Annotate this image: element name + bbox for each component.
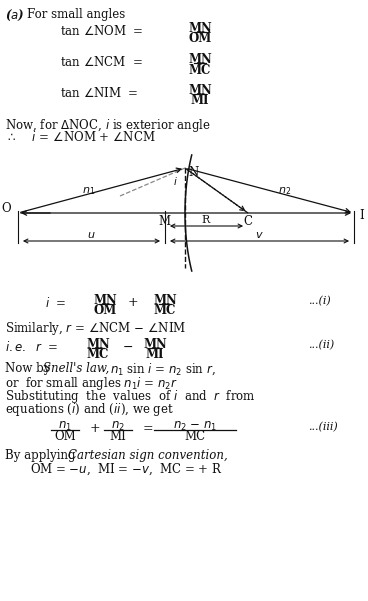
Text: Snell's law,: Snell's law, — [43, 362, 109, 375]
Text: $n_2$ $-$ $n_1$: $n_2$ $-$ $n_1$ — [173, 420, 217, 433]
Text: +: + — [90, 422, 100, 435]
Text: MC: MC — [184, 430, 206, 444]
Text: or  for small angles $n_1 i$ = $n_2 r$: or for small angles $n_1 i$ = $n_2 r$ — [5, 375, 178, 392]
Text: $n_1$ sin $i$ = $n_2$ sin $r$,: $n_1$ sin $i$ = $n_2$ sin $r$, — [110, 362, 216, 377]
Text: $n_1$: $n_1$ — [58, 420, 72, 433]
Text: ($a$): ($a$) — [5, 8, 25, 23]
Text: O: O — [1, 203, 11, 216]
Text: =: = — [143, 422, 153, 435]
Text: Now, for $\Delta$NOC, $i$ is exterior angle: Now, for $\Delta$NOC, $i$ is exterior an… — [5, 117, 211, 134]
Text: $\therefore$    $i$ = $\angle$NOM + $\angle$NCM: $\therefore$ $i$ = $\angle$NOM + $\angle… — [5, 130, 156, 144]
Text: $i$: $i$ — [173, 175, 178, 187]
Text: N: N — [188, 166, 198, 179]
Text: $n_2$: $n_2$ — [278, 185, 291, 197]
Text: tan $\angle$NOM  =: tan $\angle$NOM = — [60, 24, 144, 38]
Text: MN: MN — [188, 84, 212, 97]
Text: R: R — [202, 215, 210, 225]
Text: +: + — [128, 296, 139, 309]
Text: OM: OM — [93, 305, 117, 317]
Text: MC: MC — [154, 305, 176, 317]
Text: $-$: $-$ — [122, 340, 133, 353]
Text: MN: MN — [188, 53, 212, 66]
Text: MN: MN — [86, 338, 110, 351]
Text: For small angles: For small angles — [27, 8, 125, 21]
Text: Substituting  the  values  of $i$  and  $r$  from: Substituting the values of $i$ and $r$ f… — [5, 388, 256, 405]
Text: Cartesian sign convention,: Cartesian sign convention, — [68, 449, 228, 462]
Text: tan $\angle$NIM  =: tan $\angle$NIM = — [60, 86, 139, 100]
Text: I: I — [359, 209, 364, 222]
Text: C: C — [244, 215, 252, 228]
Text: OM: OM — [188, 32, 212, 46]
Text: $i$  =: $i$ = — [45, 296, 66, 310]
Text: MN: MN — [153, 294, 177, 307]
Text: $n_1$: $n_1$ — [82, 185, 95, 197]
Text: $n_2$: $n_2$ — [111, 420, 125, 433]
Text: By applying: By applying — [5, 449, 79, 462]
Text: equations ($i$) and ($ii$), we get: equations ($i$) and ($ii$), we get — [5, 401, 174, 418]
Text: Similarly, $r$ = $\angle$NCM $-$ $\angle$NIM: Similarly, $r$ = $\angle$NCM $-$ $\angle… — [5, 320, 186, 337]
Text: Now by: Now by — [5, 362, 54, 375]
Text: $v$: $v$ — [255, 230, 263, 240]
Text: ...(i): ...(i) — [308, 296, 331, 307]
Text: MI: MI — [191, 94, 209, 108]
Text: $i.e.$  $r$  =: $i.e.$ $r$ = — [5, 340, 58, 354]
Text: OM = $-u$,  MI = $-v$,  MC = + R: OM = $-u$, MI = $-v$, MC = + R — [30, 462, 223, 477]
Text: MC: MC — [87, 349, 109, 361]
Text: MN: MN — [188, 22, 212, 35]
Text: MC: MC — [189, 64, 211, 76]
Text: MN: MN — [143, 338, 167, 351]
Text: MI: MI — [110, 430, 127, 444]
Text: ...(iii): ...(iii) — [308, 422, 338, 432]
Text: tan $\angle$NCM  =: tan $\angle$NCM = — [60, 55, 143, 69]
Text: OM: OM — [54, 430, 76, 444]
Text: ...(ii): ...(ii) — [308, 340, 334, 350]
Text: $u$: $u$ — [87, 230, 95, 240]
Text: M: M — [158, 215, 170, 228]
Text: MN: MN — [93, 294, 117, 307]
Text: MI: MI — [146, 349, 164, 361]
